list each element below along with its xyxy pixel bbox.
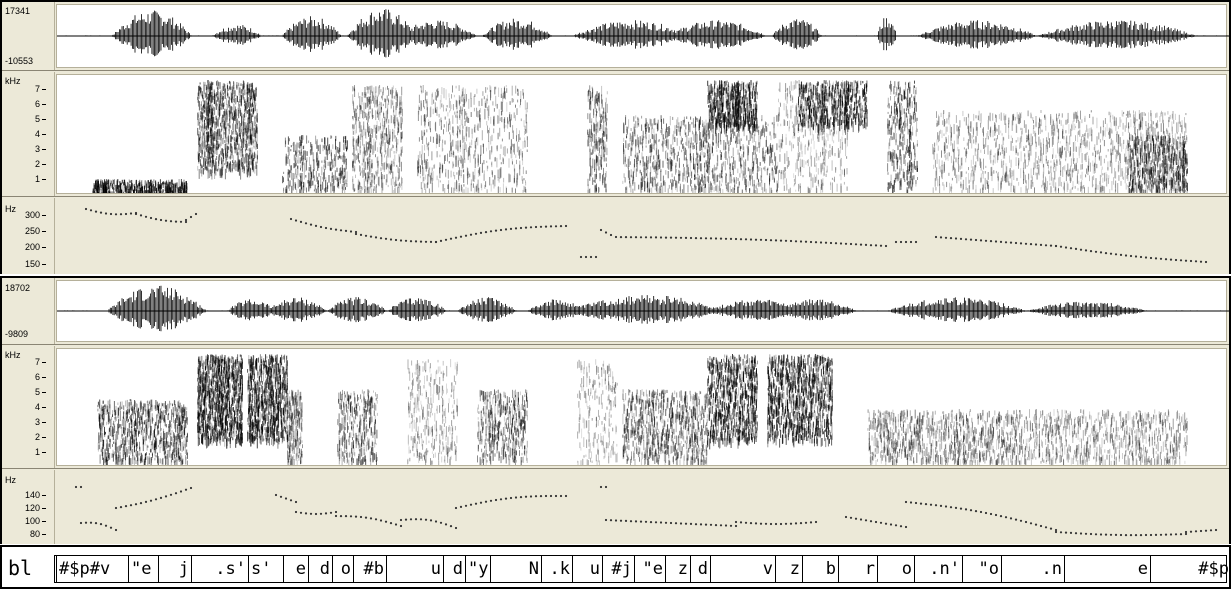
tier-segment[interactable]: "e	[634, 555, 665, 583]
tier-segment[interactable]: u	[386, 555, 443, 583]
spectrogram-image-2	[97, 354, 1188, 465]
waveform-axis-2: 18702 -9809	[2, 278, 55, 344]
tier-segment[interactable]: d	[308, 555, 332, 583]
tier-segment[interactable]: .n'	[914, 555, 962, 583]
waveform-min-label: -10553	[5, 56, 34, 66]
freq-tick-4k: 4	[35, 402, 46, 412]
tier-segment[interactable]: j	[158, 555, 191, 583]
pitch-row-1: Hz 300 250 200 150	[2, 198, 1229, 274]
pitch-unit: Hz	[5, 204, 16, 214]
waveform-axis-1: 17341 -10553	[2, 2, 55, 70]
pitch-tick-150: 150	[25, 259, 46, 269]
spectrogram-row-1: kHz 7 6 5 4 3 2 1	[2, 72, 1229, 196]
freq-tick-3k: 3	[35, 144, 46, 154]
waveform-max-label: 18702	[5, 283, 31, 293]
freq-tick-5k: 5	[35, 387, 46, 397]
pitch-unit: Hz	[5, 475, 16, 485]
tier-segment[interactable]: d	[690, 555, 710, 583]
tier-segment[interactable]: o	[877, 555, 914, 583]
freq-tick-2k: 2	[35, 432, 46, 442]
spectrogram-axis-1: kHz 7 6 5 4 3 2 1	[2, 72, 55, 196]
freq-tick-6k: 6	[35, 372, 46, 382]
spectrogram-plot-2[interactable]	[56, 348, 1227, 466]
waveform-plot-2[interactable]	[56, 280, 1229, 342]
tier-segment[interactable]: u	[572, 555, 602, 583]
pitch-axis-2: Hz 140 120 100 80	[2, 470, 55, 544]
tier-segment[interactable]: z	[775, 555, 802, 583]
speaker-1-panel: 17341 -10553 kHz 7 6 5 4 3 2 1 Hz 300 25…	[0, 0, 1231, 274]
tier-segment[interactable]: e	[1064, 555, 1150, 583]
tier-segment[interactable]: .s'	[191, 555, 248, 583]
pitch-row-2: Hz 140 120 100 80	[2, 470, 1229, 544]
pitch-axis-1: Hz 300 250 200 150	[2, 198, 55, 274]
tier-segment[interactable]: .n	[1001, 555, 1064, 583]
pitch-contour-2	[74, 485, 1218, 537]
tier-segment[interactable]: #$p#v	[56, 555, 128, 583]
tier-segment[interactable]: "e	[128, 555, 158, 583]
spectrogram-axis-2: kHz 7 6 5 4 3 2 1	[2, 346, 55, 468]
waveform-plot-1[interactable]	[56, 4, 1229, 68]
pitch-tick-120: 120	[25, 503, 46, 513]
tier-segment[interactable]: .k	[541, 555, 572, 583]
tier-segment[interactable]: e	[283, 555, 308, 583]
tier-segment[interactable]: "y	[465, 555, 490, 583]
waveform-trace-2	[57, 285, 1229, 332]
speaker-2-panel: 18702 -9809 kHz 7 6 5 4 3 2 1 Hz 140 120…	[0, 276, 1231, 544]
pitch-tick-250: 250	[25, 226, 46, 236]
pitch-tick-100: 100	[25, 516, 46, 526]
spectrogram-plot-1[interactable]	[56, 74, 1227, 194]
freq-tick-1k: 1	[35, 174, 46, 184]
tier-segment[interactable]: v	[710, 555, 775, 583]
freq-tick-5k: 5	[35, 114, 46, 124]
spectrogram-image-1	[92, 80, 1188, 193]
pitch-tick-140: 140	[25, 490, 46, 500]
pitch-tick-80: 80	[30, 529, 46, 539]
tier-segment[interactable]: z	[665, 555, 690, 583]
pitch-plot-1[interactable]	[56, 200, 1227, 272]
label-tier: bl #$p#v "e j .s' s' e d o #b u d "y N .k u #j "e z d v z b r o…	[0, 545, 1231, 589]
spectrogram-row-2: kHz 7 6 5 4 3 2 1	[2, 346, 1229, 468]
freq-tick-3k: 3	[35, 417, 46, 427]
spectrogram-unit: kHz	[5, 350, 21, 360]
freq-tick-4k: 4	[35, 129, 46, 139]
pitch-tick-200: 200	[25, 242, 46, 252]
tier-segment[interactable]: r	[838, 555, 877, 583]
pitch-plot-2[interactable]	[56, 472, 1227, 542]
pitch-contour-1	[84, 207, 1208, 264]
spectrogram-unit: kHz	[5, 76, 21, 86]
waveform-row-1: 17341 -10553	[2, 2, 1229, 70]
tier-segment[interactable]: d	[443, 555, 465, 583]
waveform-max-label: 17341	[5, 6, 31, 16]
tier-name: bl	[8, 556, 33, 580]
freq-tick-6k: 6	[35, 99, 46, 109]
waveform-trace-1	[57, 9, 1229, 58]
waveform-min-label: -9809	[5, 329, 29, 339]
freq-tick-7k: 7	[35, 357, 46, 367]
tier-segment[interactable]: #$p	[1150, 555, 1231, 583]
pitch-tick-300: 300	[25, 210, 46, 220]
freq-tick-1k: 1	[35, 447, 46, 457]
tier-segment[interactable]: #b	[353, 555, 386, 583]
tier-segments-box	[54, 555, 1227, 583]
tier-segment[interactable]: N	[490, 555, 541, 583]
freq-tick-7k: 7	[35, 84, 46, 94]
tier-segment[interactable]: #j	[602, 555, 634, 583]
tier-segment[interactable]: o	[332, 555, 353, 583]
tier-segment[interactable]: b	[802, 555, 838, 583]
tier-segment[interactable]: "o	[962, 555, 1001, 583]
tier-segment[interactable]: s'	[248, 555, 283, 583]
freq-tick-2k: 2	[35, 159, 46, 169]
waveform-row-2: 18702 -9809	[2, 278, 1229, 344]
